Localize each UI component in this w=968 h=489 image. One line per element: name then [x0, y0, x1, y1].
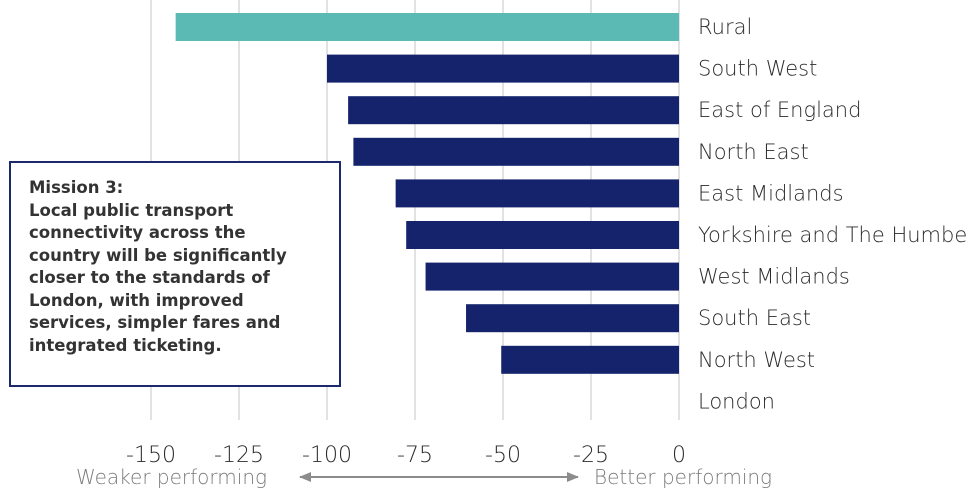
bar-east-midlands: [395, 179, 679, 208]
weaker-performing-label: Weaker performing: [76, 465, 267, 489]
x-tick-label: -100: [302, 443, 352, 468]
category-label: Yorkshire and The Humber: [698, 223, 968, 247]
category-labels: Rural South West East of England North East…: [698, 15, 968, 413]
x-tick-label: -125: [214, 443, 264, 468]
mission-line-7: integrated ticketing.: [29, 335, 222, 355]
bar-yorkshire-and-the-humber: [406, 221, 679, 249]
category-label: West Midlands: [698, 265, 850, 289]
bar-north-west: [501, 345, 679, 374]
category-label: South West: [698, 57, 817, 81]
category-label: North West: [698, 348, 815, 372]
category-label: East of England: [698, 98, 861, 122]
x-tick-label: 0: [672, 443, 686, 468]
mission-line-2: connectivity across the: [29, 223, 246, 242]
x-tick-label: -50: [485, 443, 521, 468]
mission-line-5: London, with improved: [29, 290, 244, 310]
x-tick-label: -75: [397, 443, 433, 468]
mission-line-1: Local public transport: [29, 200, 234, 220]
mission-line-4: closer to the standards of: [29, 268, 270, 287]
bar-west-midlands: [425, 262, 679, 291]
mission-line-6: services, simpler fares and: [29, 313, 281, 332]
bars: [175, 13, 679, 374]
x-tick-label: -25: [573, 443, 609, 468]
mission-title: Mission 3:: [29, 178, 124, 197]
category-label: North East: [698, 140, 809, 164]
bar-south-west: [327, 54, 679, 83]
mission-line-3: country will be significantly: [29, 245, 287, 265]
x-tick-labels: -150 -125 -100 -75 -50 -25 0: [126, 443, 686, 468]
bar-east-of-england: [348, 96, 679, 125]
direction-indicator: Weaker performing Better performing: [76, 465, 772, 489]
bar-rural: [175, 13, 679, 41]
mission-callout-box: Mission 3: Local public transport connec…: [9, 161, 341, 387]
bar-south-east: [466, 304, 679, 333]
bar-north-east: [353, 137, 679, 166]
x-tick-label: -150: [126, 443, 176, 468]
category-label: East Midlands: [698, 181, 844, 205]
category-label: Rural: [698, 15, 752, 39]
category-label: London: [698, 389, 775, 413]
better-performing-label: Better performing: [594, 465, 772, 489]
category-label: South East: [698, 306, 811, 330]
